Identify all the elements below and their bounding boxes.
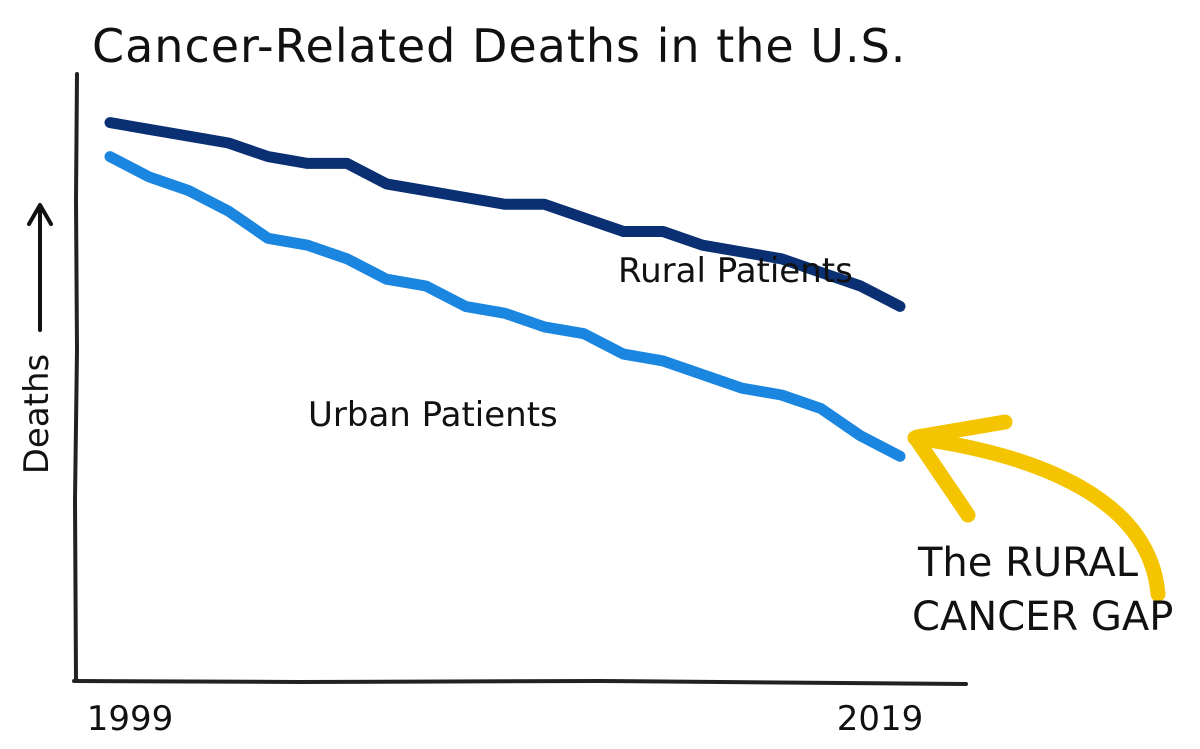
y-axis xyxy=(72,72,80,682)
x-tick-label-end: 2019 xyxy=(837,699,924,739)
series-line-urban xyxy=(104,151,906,462)
gap-arrow-icon xyxy=(907,430,1166,602)
up-arrow-icon xyxy=(27,203,53,226)
gap-arrowhead-lower xyxy=(909,432,976,523)
x-axis xyxy=(72,678,968,686)
gap-arrowhead-upper xyxy=(909,414,1013,445)
y-axis-label: Deaths xyxy=(17,354,57,475)
series-line-rural xyxy=(104,117,906,312)
x-tick-label-start: 1999 xyxy=(87,699,174,739)
gap-annotation-line2: CANCER GAP xyxy=(912,594,1173,640)
series-label-rural: Rural Patients xyxy=(618,251,853,291)
chart-title: Cancer-Related Deaths in the U.S. xyxy=(92,19,906,73)
series-label-urban: Urban Patients xyxy=(308,395,558,435)
gap-annotation-line1: The RURAL xyxy=(917,540,1139,586)
